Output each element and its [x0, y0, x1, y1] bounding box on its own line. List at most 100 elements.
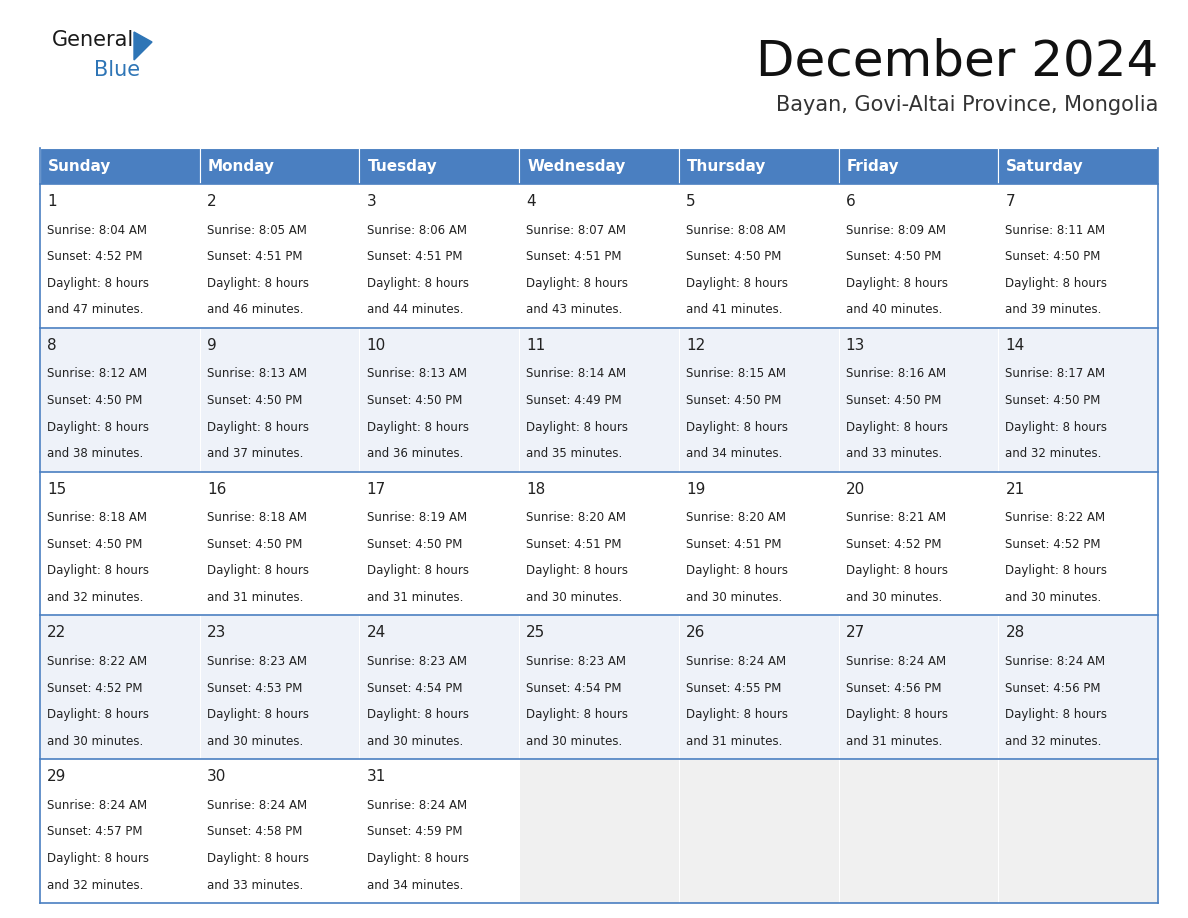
Bar — [678, 472, 839, 615]
Text: Sunset: 4:50 PM: Sunset: 4:50 PM — [846, 250, 941, 263]
Text: Sunset: 4:50 PM: Sunset: 4:50 PM — [685, 250, 782, 263]
Text: and 30 minutes.: and 30 minutes. — [846, 591, 942, 604]
Text: Daylight: 8 hours: Daylight: 8 hours — [207, 708, 309, 722]
Text: 12: 12 — [685, 338, 706, 353]
Text: 14: 14 — [1005, 338, 1025, 353]
Text: Sunrise: 8:13 AM: Sunrise: 8:13 AM — [367, 367, 467, 380]
Text: and 44 minutes.: and 44 minutes. — [367, 303, 463, 317]
Text: Wednesday: Wednesday — [527, 159, 626, 174]
Text: 3: 3 — [367, 194, 377, 209]
Bar — [200, 759, 360, 903]
Text: Sunrise: 8:24 AM: Sunrise: 8:24 AM — [685, 655, 786, 668]
Text: 24: 24 — [367, 625, 386, 641]
Text: General: General — [52, 30, 134, 50]
Text: 23: 23 — [207, 625, 226, 641]
Bar — [998, 615, 1158, 759]
Text: Sunrise: 8:23 AM: Sunrise: 8:23 AM — [526, 655, 626, 668]
Bar — [998, 148, 1158, 184]
Text: Daylight: 8 hours: Daylight: 8 hours — [846, 276, 948, 290]
Text: Sunset: 4:53 PM: Sunset: 4:53 PM — [207, 681, 302, 695]
Text: Sunset: 4:50 PM: Sunset: 4:50 PM — [1005, 250, 1101, 263]
Text: Sunset: 4:52 PM: Sunset: 4:52 PM — [1005, 538, 1101, 551]
Text: Sunset: 4:50 PM: Sunset: 4:50 PM — [207, 394, 302, 407]
Text: Tuesday: Tuesday — [367, 159, 437, 174]
Text: Daylight: 8 hours: Daylight: 8 hours — [1005, 565, 1107, 577]
Text: Sunset: 4:50 PM: Sunset: 4:50 PM — [207, 538, 302, 551]
Text: and 32 minutes.: and 32 minutes. — [48, 591, 144, 604]
Bar — [678, 184, 839, 328]
Bar — [519, 184, 678, 328]
Text: Daylight: 8 hours: Daylight: 8 hours — [48, 565, 150, 577]
Bar — [40, 472, 200, 615]
Text: Daylight: 8 hours: Daylight: 8 hours — [207, 852, 309, 865]
Text: and 33 minutes.: and 33 minutes. — [207, 879, 303, 891]
Text: 27: 27 — [846, 625, 865, 641]
Text: and 47 minutes.: and 47 minutes. — [48, 303, 144, 317]
Text: 13: 13 — [846, 338, 865, 353]
Text: Sunset: 4:50 PM: Sunset: 4:50 PM — [1005, 394, 1101, 407]
Bar — [998, 472, 1158, 615]
Text: Sunset: 4:52 PM: Sunset: 4:52 PM — [48, 250, 143, 263]
Bar — [519, 759, 678, 903]
Text: Daylight: 8 hours: Daylight: 8 hours — [526, 565, 628, 577]
Bar — [200, 148, 360, 184]
Text: and 33 minutes.: and 33 minutes. — [846, 447, 942, 460]
Text: Sunset: 4:50 PM: Sunset: 4:50 PM — [685, 394, 782, 407]
Bar — [678, 615, 839, 759]
Text: Daylight: 8 hours: Daylight: 8 hours — [367, 276, 468, 290]
Bar — [360, 472, 519, 615]
Text: Sunrise: 8:13 AM: Sunrise: 8:13 AM — [207, 367, 307, 380]
Text: and 34 minutes.: and 34 minutes. — [685, 447, 783, 460]
Text: and 32 minutes.: and 32 minutes. — [1005, 734, 1101, 748]
Text: Daylight: 8 hours: Daylight: 8 hours — [48, 420, 150, 433]
Bar — [839, 759, 998, 903]
Text: Sunrise: 8:18 AM: Sunrise: 8:18 AM — [207, 511, 307, 524]
Text: Daylight: 8 hours: Daylight: 8 hours — [48, 852, 150, 865]
Bar — [360, 328, 519, 472]
Text: 16: 16 — [207, 482, 226, 497]
Text: 10: 10 — [367, 338, 386, 353]
Bar — [40, 328, 200, 472]
Text: Sunset: 4:50 PM: Sunset: 4:50 PM — [367, 394, 462, 407]
Text: Monday: Monday — [208, 159, 274, 174]
Bar — [519, 328, 678, 472]
Text: and 32 minutes.: and 32 minutes. — [1005, 447, 1101, 460]
Text: Daylight: 8 hours: Daylight: 8 hours — [1005, 708, 1107, 722]
Text: Sunset: 4:50 PM: Sunset: 4:50 PM — [48, 538, 143, 551]
Text: and 30 minutes.: and 30 minutes. — [526, 734, 623, 748]
Text: Sunset: 4:51 PM: Sunset: 4:51 PM — [526, 538, 621, 551]
Text: Sunrise: 8:24 AM: Sunrise: 8:24 AM — [367, 799, 467, 812]
Bar — [998, 759, 1158, 903]
Bar — [839, 472, 998, 615]
Bar — [360, 759, 519, 903]
Text: Sunset: 4:51 PM: Sunset: 4:51 PM — [367, 250, 462, 263]
Text: and 30 minutes.: and 30 minutes. — [207, 734, 303, 748]
Text: Sunset: 4:49 PM: Sunset: 4:49 PM — [526, 394, 623, 407]
Bar — [360, 184, 519, 328]
Bar — [200, 615, 360, 759]
Text: 4: 4 — [526, 194, 536, 209]
Bar — [678, 759, 839, 903]
Bar — [998, 184, 1158, 328]
Text: Sunset: 4:50 PM: Sunset: 4:50 PM — [48, 394, 143, 407]
Text: 25: 25 — [526, 625, 545, 641]
Text: 28: 28 — [1005, 625, 1025, 641]
Text: and 46 minutes.: and 46 minutes. — [207, 303, 303, 317]
Bar — [40, 759, 200, 903]
Text: Sunrise: 8:23 AM: Sunrise: 8:23 AM — [207, 655, 307, 668]
Text: Daylight: 8 hours: Daylight: 8 hours — [526, 420, 628, 433]
Polygon shape — [134, 32, 152, 60]
Bar — [998, 328, 1158, 472]
Bar — [678, 328, 839, 472]
Text: Sunrise: 8:12 AM: Sunrise: 8:12 AM — [48, 367, 147, 380]
Bar — [839, 328, 998, 472]
Bar — [839, 148, 998, 184]
Text: 31: 31 — [367, 769, 386, 784]
Text: Sunrise: 8:07 AM: Sunrise: 8:07 AM — [526, 224, 626, 237]
Text: 7: 7 — [1005, 194, 1015, 209]
Text: and 39 minutes.: and 39 minutes. — [1005, 303, 1101, 317]
Bar — [200, 184, 360, 328]
Text: Sunset: 4:50 PM: Sunset: 4:50 PM — [367, 538, 462, 551]
Text: Sunset: 4:52 PM: Sunset: 4:52 PM — [846, 538, 941, 551]
Text: Blue: Blue — [94, 60, 140, 80]
